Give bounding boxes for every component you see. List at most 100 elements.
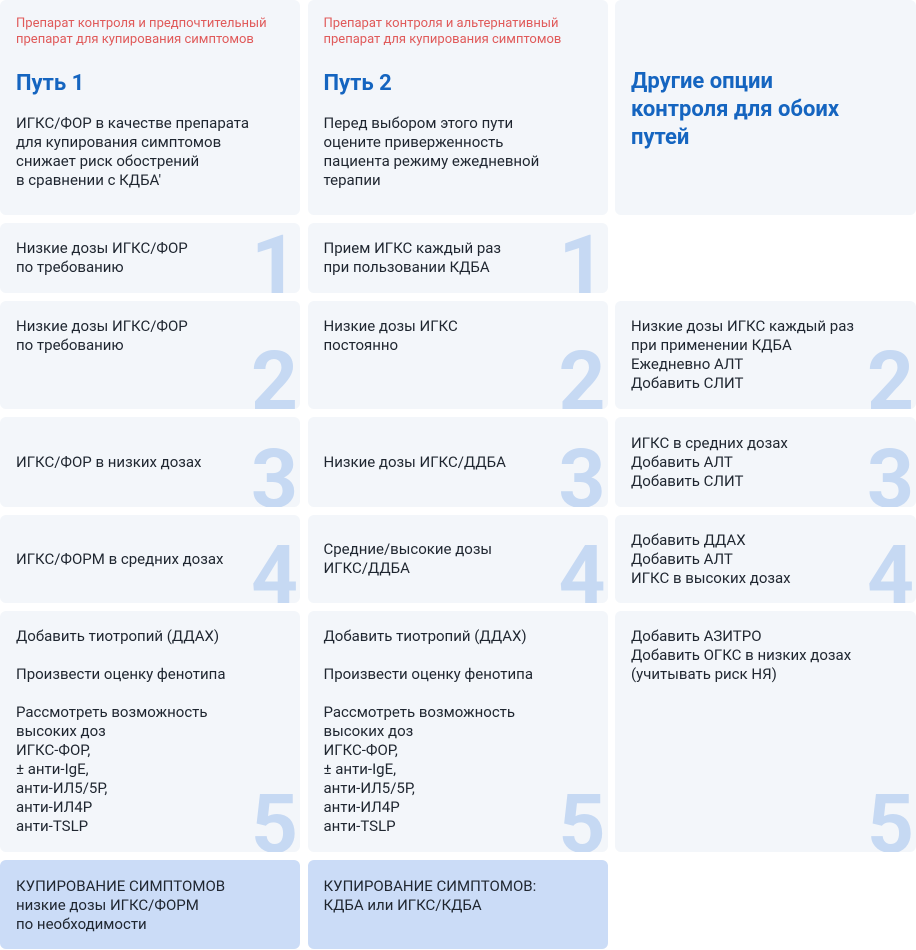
subtitle-line: препарат для купирования симптомов <box>323 32 562 47</box>
paragraph: Добавить АЗИТРО Добавить ОГКС в низких до… <box>631 627 900 684</box>
title-line: путей <box>631 125 690 150</box>
text-line: Произвести оценку фенотипа <box>16 665 226 683</box>
text-line: ИГКС в средних дозах <box>631 433 788 452</box>
track-description: ИГКС/ФОР в качестве препарата для купиров… <box>16 114 284 190</box>
step-text: Добавить тиотропий (ДДАХ) Произвести оцен… <box>16 627 284 836</box>
step-number: 3 <box>866 432 914 507</box>
paragraph: Низкие дозы ИГКС/ДДБА <box>324 453 592 472</box>
text-line: Добавить ДДАХ <box>631 530 746 549</box>
step-number: 3 <box>558 432 606 507</box>
paragraph: Низкие дозы ИГКС постоянно <box>324 317 592 355</box>
step-card: 5 Добавить тиотропий (ДДАХ) Произвести оце… <box>0 611 300 852</box>
text-line: (учитывать риск НЯ) <box>631 665 777 683</box>
step-text: Низкие дозы ИГКС/ФОР по требованию <box>16 317 284 355</box>
text-line: анти-ИЛ4Р <box>16 798 93 816</box>
text-line: ИГКС/ДДБА <box>323 559 410 577</box>
text-line: по необходимости <box>16 915 147 933</box>
step-card: 4 Добавить ДДАХ Добавить АЛТ ИГКС в высоких… <box>615 515 916 603</box>
step-number: 5 <box>558 777 606 852</box>
text-line: постоянно <box>323 336 399 354</box>
step-text: Низкие дозы ИГКС каждый раз при применени… <box>631 317 900 393</box>
paragraph: Произвести оценку фенотипа <box>324 665 592 684</box>
step-card: 2 Низкие дозы ИГКС постоянно <box>307 301 608 409</box>
paragraph: Низкие дозы ИГКС/ФОР по требованию <box>16 317 284 355</box>
step-card: 1 Прием ИГКС каждый раз при пользовании КД… <box>307 223 608 293</box>
step-card: 4 ИГКС/ФОРМ в средних дозах <box>0 515 300 603</box>
text-line: по требованию <box>16 336 124 354</box>
text-line: Добавить ОГКС в низких дозах <box>631 646 852 664</box>
step-card: 3 Низкие дозы ИГКС/ДДБА <box>307 417 608 507</box>
step-number: 1 <box>250 223 298 293</box>
paragraph: ИГКС/ФОР в низких дозах <box>16 453 284 472</box>
text-line: Добавить АЛТ <box>631 452 733 471</box>
track-header: Препарат контроля и альтернативный препар… <box>307 0 608 215</box>
step-text: Прием ИГКС каждый раз при пользовании КДБ… <box>324 239 592 277</box>
text-line: ± анти-IgE, <box>323 760 397 778</box>
text-line: Ежедневно АЛТ <box>631 355 744 373</box>
step-number: 4 <box>866 528 914 603</box>
paragraph: Низкие дозы ИГКС/ФОР по требованию <box>16 239 284 277</box>
paragraph: Произвести оценку фенотипа <box>16 665 284 684</box>
text-line: Рассмотреть возможность <box>16 703 208 721</box>
subtitle-line: Препарат контроля и предпочтительный <box>16 16 267 31</box>
text-line: ИГКС/ФОР в низких дозах <box>16 452 202 471</box>
text-line: Добавить тиотропий (ДДАХ) <box>16 627 220 645</box>
text-line: ИГКС-ФОР, <box>16 741 91 759</box>
description-line: снижает риск обострений <box>16 152 200 170</box>
step-text: Добавить тиотропий (ДДАХ) Произвести оцен… <box>324 627 592 836</box>
paragraph: Низкие дозы ИГКС каждый раз при применени… <box>631 317 900 393</box>
step-text: ИГКС/ФОРМ в средних дозах <box>16 550 284 569</box>
text-line: Произвести оценку фенотипа <box>323 665 533 683</box>
track-header: Другие опции контроля для обоих путей <box>615 0 916 215</box>
step-card: 5 Добавить тиотропий (ДДАХ) Произвести оце… <box>307 611 608 852</box>
text-line: Низкие дозы ИГКС каждый раз <box>631 317 854 335</box>
track-description: Перед выбором этого пути оцените приверже… <box>324 114 592 190</box>
text-line: высоких доз <box>16 722 106 740</box>
text-line: анти-ИЛ4Р <box>323 798 400 816</box>
description-line: в сравнении с КДБА' <box>16 171 162 189</box>
track-title: Путь 1 <box>16 71 85 96</box>
text-line: Добавить АЛТ <box>631 549 733 568</box>
track-title: Путь 2 <box>323 71 392 96</box>
text-line: Рассмотреть возможность <box>323 703 516 721</box>
description-line: пациента режиму ежедневной <box>323 152 540 170</box>
step-number: 2 <box>558 334 606 409</box>
track-title: Другие опции контроля для обоих путей <box>631 68 900 152</box>
step-card: 3 ИГКС в средних дозах Добавить АЛТ Добавит… <box>615 417 916 507</box>
text-line: Добавить тиотропий (ДДАХ) <box>323 627 527 645</box>
text-line: ± анти-IgE, <box>16 760 89 778</box>
paragraph: Рассмотреть возможность высоких доз ИГКС-Ф… <box>324 703 592 836</box>
track-header: Препарат контроля и предпочтительный преп… <box>0 0 300 215</box>
description-line: оцените приверженность <box>323 133 504 151</box>
text-line: при пользовании КДБА <box>323 258 490 276</box>
step-text: Низкие дозы ИГКС/ФОР по требованию <box>16 239 284 277</box>
text-line: при применении КДБА <box>631 336 792 354</box>
text-line: анти-ИЛ5/5Р, <box>323 779 415 797</box>
description-line: Перед выбором этого пути <box>323 114 514 132</box>
text-line: анти-ИЛ5/5Р, <box>16 779 108 797</box>
text-line: низкие дозы ИГКС/ФОРМ <box>16 896 199 914</box>
paragraph: Рассмотреть возможность высоких доз ИГКС-Ф… <box>16 703 284 836</box>
track-subtitle: Препарат контроля и предпочтительный преп… <box>16 16 284 48</box>
text-line: КУПИРОВАНИЕ СИМПТОМОВ <box>16 877 226 895</box>
step-text: Низкие дозы ИГКС постоянно <box>324 317 592 355</box>
text-line: анти-TSLP <box>16 817 89 835</box>
reliever-card: КУПИРОВАНИЕ СИМПТОМОВ низкие дозы ИГКС/ФО… <box>0 860 300 949</box>
empty-cell <box>615 223 916 293</box>
description-line: ИГКС/ФОР в качестве препарата <box>16 114 250 132</box>
text-line: Добавить СЛИТ <box>631 374 744 392</box>
step-number: 1 <box>558 223 606 293</box>
step-card: 3 ИГКС/ФОР в низких дозах <box>0 417 300 507</box>
text-line: Средние/высокие дозы <box>323 540 493 558</box>
paragraph: Добавить ДДАХ Добавить АЛТ ИГКС в высоких … <box>631 531 900 588</box>
subtitle-line: Препарат контроля и альтернативный <box>323 16 559 31</box>
text-line: ИГКС-ФОР, <box>323 741 398 759</box>
paragraph: Добавить тиотропий (ДДАХ) <box>324 627 592 646</box>
text-line: КУПИРОВАНИЕ СИМПТОМОВ: <box>323 877 537 895</box>
step-card: 2 Низкие дозы ИГКС каждый раз при применен… <box>615 301 916 409</box>
text-line: КДБА или ИГКС/КДБА <box>323 896 482 914</box>
step-number: 5 <box>866 777 914 852</box>
